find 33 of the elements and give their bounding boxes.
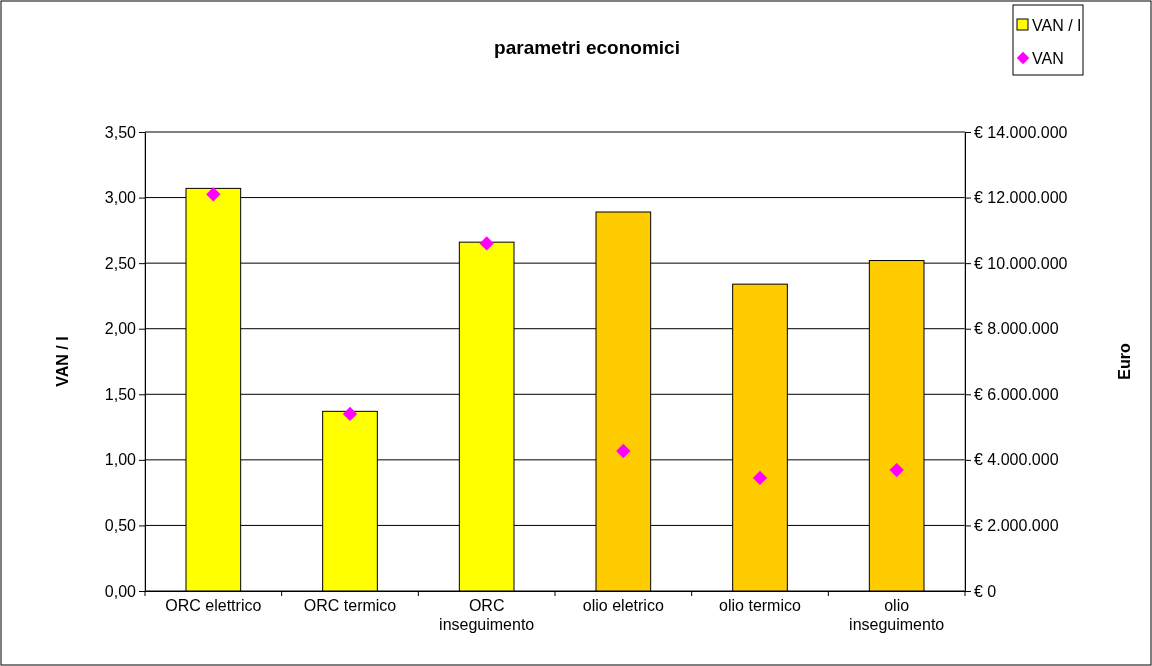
x-tick-label: olio eletrico <box>582 597 664 614</box>
y2-tick-label: € 6.000.000 <box>974 385 1059 403</box>
x-tick-label: ORC termico <box>303 597 397 614</box>
point <box>479 236 494 251</box>
y2-axis-title: Euro <box>1116 343 1133 380</box>
point <box>342 406 358 422</box>
point <box>616 443 631 459</box>
y2-tick-label: € 12.000.000 <box>974 189 1068 207</box>
y2-tick-label: € 10.000.000 <box>974 254 1068 272</box>
x-tick-label: ORC elettrico <box>165 597 262 614</box>
y-tick-label: 2,50 <box>104 254 137 272</box>
y2-tick-label: € 14.000.000 <box>974 123 1068 141</box>
y2-tick-label: € 8.000.000 <box>974 320 1059 338</box>
y-axis-title: VAN / I <box>54 336 71 387</box>
point <box>889 462 904 478</box>
y-tick-label: 2,00 <box>104 320 137 338</box>
y2-tick-label: € 4.000.000 <box>974 451 1059 469</box>
y2-tick-label: € 2.000.000 <box>974 517 1059 535</box>
y-tick-label: 1,50 <box>104 385 137 403</box>
x-tick-label: olio inseguimento <box>849 597 945 634</box>
legend-label: VAN / I <box>1032 17 1082 34</box>
y-tick-label: 0,50 <box>104 517 137 535</box>
chart-title: parametri economici <box>494 37 680 58</box>
y-tick-label: 3,00 <box>104 189 137 207</box>
point <box>752 470 768 486</box>
legend-label: VAN <box>1032 50 1064 67</box>
x-tick-label: olio termico <box>719 597 801 614</box>
y-tick-label: 1,00 <box>104 451 137 469</box>
x-tick-label: ORC inseguimento <box>439 597 535 634</box>
y-tick-label: 0,00 <box>104 582 137 600</box>
point <box>206 187 221 202</box>
y2-tick-label: € 0 <box>974 582 997 600</box>
y-tick-label: 3,50 <box>104 123 137 141</box>
